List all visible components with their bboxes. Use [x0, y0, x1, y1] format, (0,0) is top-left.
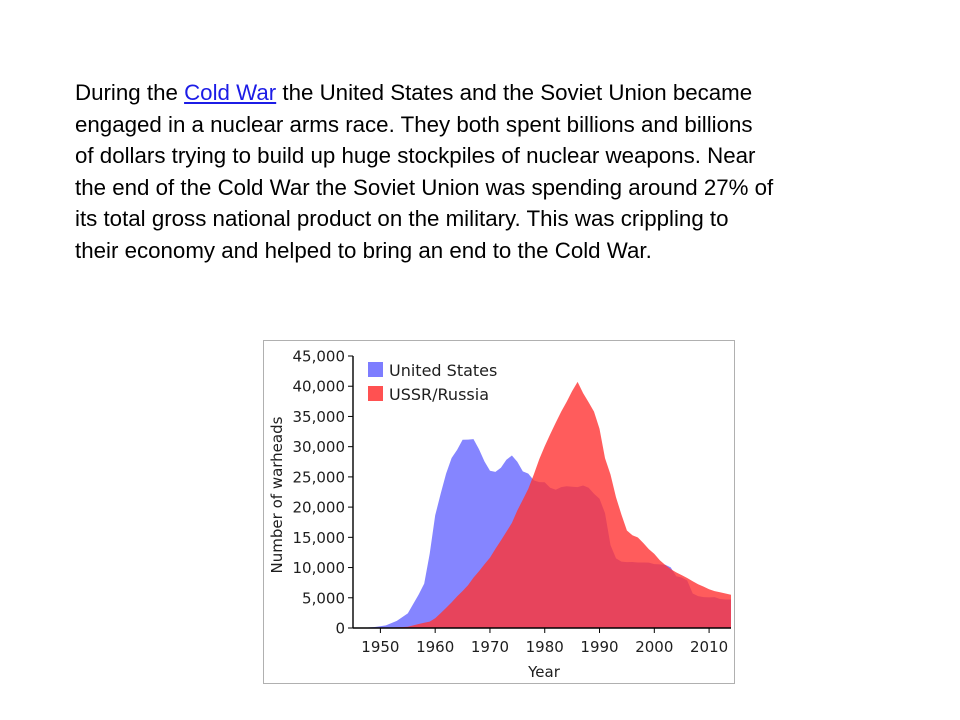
- y-tick-label: 10,000: [293, 559, 346, 577]
- x-tick-label: 1950: [361, 638, 399, 656]
- cold-war-link[interactable]: Cold War: [184, 80, 277, 105]
- y-tick-label: 35,000: [293, 408, 346, 426]
- chart-frame: 0 5,000 10,000 15,000 20,000 25,000 30,000 35,0…: [263, 340, 735, 684]
- paragraph-text-rest: the United States and the Soviet Union b…: [75, 80, 774, 263]
- y-axis-label: Number of warheads: [268, 416, 286, 573]
- legend-label: United States: [389, 361, 497, 380]
- x-tick-label: 1970: [471, 638, 509, 656]
- intro-paragraph: During the Cold War the United States an…: [75, 77, 775, 266]
- legend-swatch: [368, 362, 383, 377]
- y-tick-label: 15,000: [293, 529, 346, 547]
- y-tick-label: 25,000: [293, 468, 346, 486]
- paragraph-text-start: During the: [75, 80, 185, 105]
- y-tick-label: 20,000: [293, 499, 346, 517]
- legend-label: USSR/Russia: [389, 385, 489, 404]
- x-tick-label: 1990: [580, 638, 618, 656]
- series-area-ussr-russia: [353, 381, 731, 628]
- x-tick-label: 1960: [416, 638, 454, 656]
- y-tick-label: 40,000: [293, 378, 346, 396]
- x-tick-label: 2010: [690, 638, 728, 656]
- legend-swatch: [368, 386, 383, 401]
- warheads-chart: 0 5,000 10,000 15,000 20,000 25,000 30,000 35,0…: [268, 348, 731, 681]
- x-tick-label: 1980: [526, 638, 564, 656]
- y-tick-label: 0: [335, 620, 345, 638]
- y-tick-label: 30,000: [293, 438, 346, 456]
- x-axis-label: Year: [527, 663, 561, 681]
- x-tick-label: 2000: [635, 638, 673, 656]
- y-tick-label: 45,000: [293, 348, 346, 366]
- y-tick-label: 5,000: [302, 589, 345, 607]
